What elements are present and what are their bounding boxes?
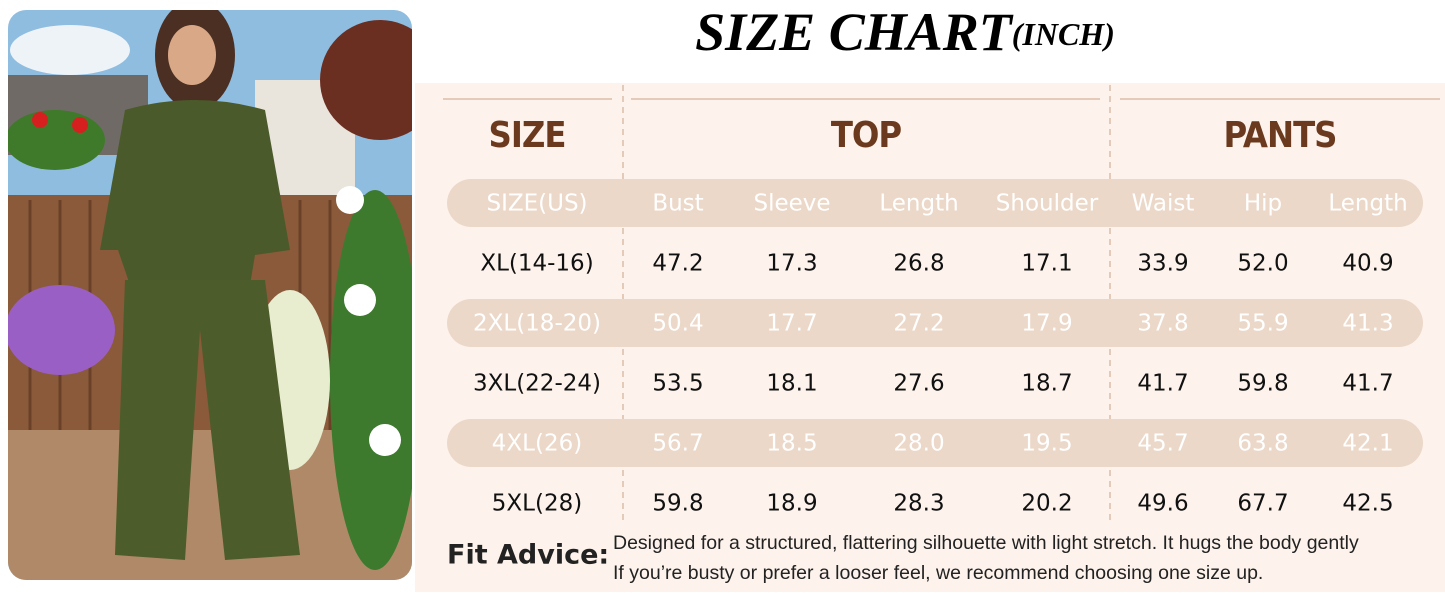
cell: 28.3: [893, 491, 944, 517]
cell: 17.7: [766, 311, 817, 337]
product-photo: [8, 10, 412, 580]
cell: 50.4: [652, 311, 703, 337]
row-band: [447, 299, 1423, 347]
cell: 55.9: [1237, 311, 1288, 337]
column-header: Length: [1328, 191, 1407, 217]
cell: 41.7: [1137, 371, 1188, 397]
cell: 5XL(28): [492, 491, 582, 517]
cell: 47.2: [652, 251, 703, 277]
fit-advice-label: Fit Advice:: [447, 540, 609, 571]
rules: [443, 85, 1440, 520]
cell: 41.3: [1342, 311, 1393, 337]
cell: 18.1: [766, 371, 817, 397]
cell: 3XL(22-24): [473, 371, 601, 397]
cell: 18.5: [766, 431, 817, 457]
cell: 27.2: [893, 311, 944, 337]
cell: 53.5: [652, 371, 703, 397]
group-header: SIZE: [489, 115, 566, 156]
cell: XL(14-16): [480, 251, 593, 277]
cell: 17.3: [766, 251, 817, 277]
fit-advice-text: Designed for a structured, flattering si…: [613, 532, 1359, 554]
cell: 42.1: [1342, 431, 1393, 457]
cell: 59.8: [1237, 371, 1288, 397]
title: SIZE CHART(INCH): [695, 2, 1115, 62]
cell: 63.8: [1237, 431, 1288, 457]
column-header: SIZE(US): [486, 191, 587, 217]
column-header: Length: [879, 191, 958, 217]
cell: 28.0: [893, 431, 944, 457]
header-band: [447, 179, 1423, 227]
column-header: Sleeve: [753, 191, 830, 217]
cell: 19.5: [1021, 431, 1072, 457]
cell: 59.8: [652, 491, 703, 517]
fit-advice-text: If you’re busty or prefer a looser feel,…: [613, 562, 1263, 584]
cell: 18.9: [766, 491, 817, 517]
cell: 26.8: [893, 251, 944, 277]
cell: 45.7: [1137, 431, 1188, 457]
cell: 2XL(18-20): [473, 311, 601, 337]
group-header: TOP: [831, 115, 902, 156]
column-header: Bust: [652, 191, 703, 217]
cell: 33.9: [1137, 251, 1188, 277]
column-header: Waist: [1132, 191, 1195, 217]
row-band: [447, 419, 1423, 467]
column-header: Shoulder: [996, 191, 1099, 217]
cell: 40.9: [1342, 251, 1393, 277]
cell: 17.1: [1021, 251, 1072, 277]
cell: 56.7: [652, 431, 703, 457]
cell: 20.2: [1021, 491, 1072, 517]
cell: 37.8: [1137, 311, 1188, 337]
column-header: Hip: [1244, 191, 1282, 217]
cell: 42.5: [1342, 491, 1393, 517]
cell: 17.9: [1021, 311, 1072, 337]
cell: 27.6: [893, 371, 944, 397]
cell: 67.7: [1237, 491, 1288, 517]
cell: 52.0: [1237, 251, 1288, 277]
cell: 4XL(26): [492, 431, 582, 457]
cell: 41.7: [1342, 371, 1393, 397]
group-header: PANTS: [1223, 115, 1336, 156]
cell: 18.7: [1021, 371, 1072, 397]
cell: 49.6: [1137, 491, 1188, 517]
